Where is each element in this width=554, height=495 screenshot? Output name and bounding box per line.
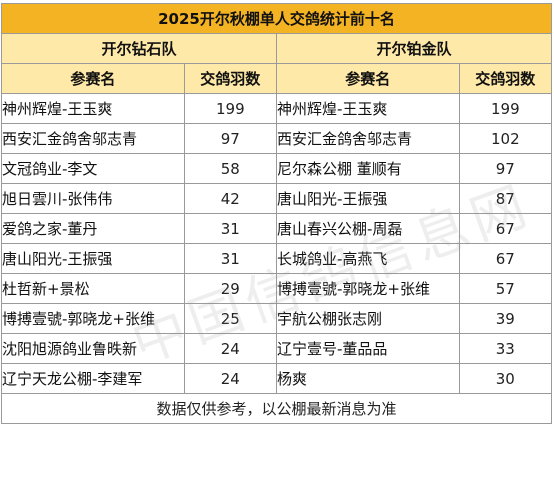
entrant-name: 唐山春兴公棚-周磊 bbox=[275, 213, 460, 244]
pigeon-count: 25 bbox=[183, 303, 277, 334]
pigeon-count: 24 bbox=[183, 363, 277, 394]
entrant-name: 杨爽 bbox=[275, 363, 460, 394]
table-row: 西安汇金鸽舍邬志青 97 西安汇金鸽舍邬志青 102 bbox=[1, 123, 553, 154]
team-name-diamond: 开尔钻石队 bbox=[1, 33, 277, 64]
disclaimer-note: 数据仅供参考，以公棚最新消息为准 bbox=[1, 393, 552, 424]
pigeon-count: 33 bbox=[458, 333, 553, 364]
stats-table: 2025开尔秋棚单人交鸽统计前十名 开尔钻石队 开尔铂金队 参赛名 交鸽羽数 参… bbox=[1, 3, 553, 424]
entrant-name: 宇航公棚张志刚 bbox=[275, 303, 460, 334]
entrant-name: 沈阳旭源鸽业鲁昳新 bbox=[1, 333, 185, 364]
pigeon-count: 199 bbox=[183, 93, 277, 124]
entrant-name: 长城鸽业-高燕飞 bbox=[275, 243, 460, 274]
pigeon-count: 57 bbox=[458, 273, 553, 304]
entrant-name: 西安汇金鸽舍邬志青 bbox=[275, 123, 460, 154]
pigeon-count: 67 bbox=[458, 213, 553, 244]
pigeon-count: 87 bbox=[458, 183, 553, 214]
column-header-row: 参赛名 交鸽羽数 参赛名 交鸽羽数 bbox=[1, 63, 553, 94]
entrant-name: 博搏壹號-郭晓龙+张维 bbox=[275, 273, 460, 304]
pigeon-count: 97 bbox=[183, 123, 277, 154]
team-row: 开尔钻石队 开尔铂金队 bbox=[1, 33, 553, 64]
table-row: 爱鸽之家-董丹 31 唐山春兴公棚-周磊 67 bbox=[1, 213, 553, 244]
entrant-name: 唐山阳光-王振强 bbox=[1, 243, 185, 274]
column-header-count: 交鸽羽数 bbox=[458, 63, 553, 94]
pigeon-count: 199 bbox=[458, 93, 553, 124]
title-row: 2025开尔秋棚单人交鸽统计前十名 bbox=[1, 3, 552, 34]
entrant-name: 神州辉煌-王玉爽 bbox=[275, 93, 460, 124]
entrant-name: 尼尔森公棚 董顺有 bbox=[275, 153, 460, 184]
column-header-count: 交鸽羽数 bbox=[183, 63, 277, 94]
table-row: 唐山阳光-王振强 31 长城鸽业-高燕飞 67 bbox=[1, 243, 553, 274]
table-row: 博搏壹號-郭晓龙+张维 25 宇航公棚张志刚 39 bbox=[1, 303, 553, 334]
column-header-name: 参赛名 bbox=[1, 63, 185, 94]
table-row: 辽宁天龙公棚-李建军 24 杨爽 30 bbox=[1, 363, 553, 394]
column-header-name: 参赛名 bbox=[275, 63, 460, 94]
entrant-name: 博搏壹號-郭晓龙+张维 bbox=[1, 303, 185, 334]
table-row: 沈阳旭源鸽业鲁昳新 24 辽宁壹号-董品品 33 bbox=[1, 333, 553, 364]
table-row: 杜哲新+景松 29 博搏壹號-郭晓龙+张维 57 bbox=[1, 273, 553, 304]
pigeon-count: 31 bbox=[183, 213, 277, 244]
pigeon-count: 39 bbox=[458, 303, 553, 334]
table-title: 2025开尔秋棚单人交鸽统计前十名 bbox=[1, 3, 552, 34]
pigeon-count: 31 bbox=[183, 243, 277, 274]
team-name-platinum: 开尔铂金队 bbox=[275, 33, 553, 64]
entrant-name: 杜哲新+景松 bbox=[1, 273, 185, 304]
entrant-name: 旭日雲川-张伟伟 bbox=[1, 183, 185, 214]
pigeon-count: 30 bbox=[458, 363, 553, 394]
entrant-name: 辽宁壹号-董品品 bbox=[275, 333, 460, 364]
entrant-name: 西安汇金鸽舍邬志青 bbox=[1, 123, 185, 154]
entrant-name: 辽宁天龙公棚-李建军 bbox=[1, 363, 185, 394]
entrant-name: 文冠鸽业-李文 bbox=[1, 153, 185, 184]
entrant-name: 神州辉煌-王玉爽 bbox=[1, 93, 185, 124]
table-row: 文冠鸽业-李文 58 尼尔森公棚 董顺有 97 bbox=[1, 153, 553, 184]
entrant-name: 唐山阳光-王振强 bbox=[275, 183, 460, 214]
pigeon-count: 97 bbox=[458, 153, 553, 184]
pigeon-count: 42 bbox=[183, 183, 277, 214]
table-row: 神州辉煌-王玉爽 199 神州辉煌-王玉爽 199 bbox=[1, 93, 553, 124]
entrant-name: 爱鸽之家-董丹 bbox=[1, 213, 185, 244]
pigeon-count: 67 bbox=[458, 243, 553, 274]
pigeon-count: 24 bbox=[183, 333, 277, 364]
pigeon-count: 29 bbox=[183, 273, 277, 304]
pigeon-count: 102 bbox=[458, 123, 553, 154]
table-row: 旭日雲川-张伟伟 42 唐山阳光-王振强 87 bbox=[1, 183, 553, 214]
pigeon-count: 58 bbox=[183, 153, 277, 184]
footer-row: 数据仅供参考，以公棚最新消息为准 bbox=[1, 393, 552, 424]
